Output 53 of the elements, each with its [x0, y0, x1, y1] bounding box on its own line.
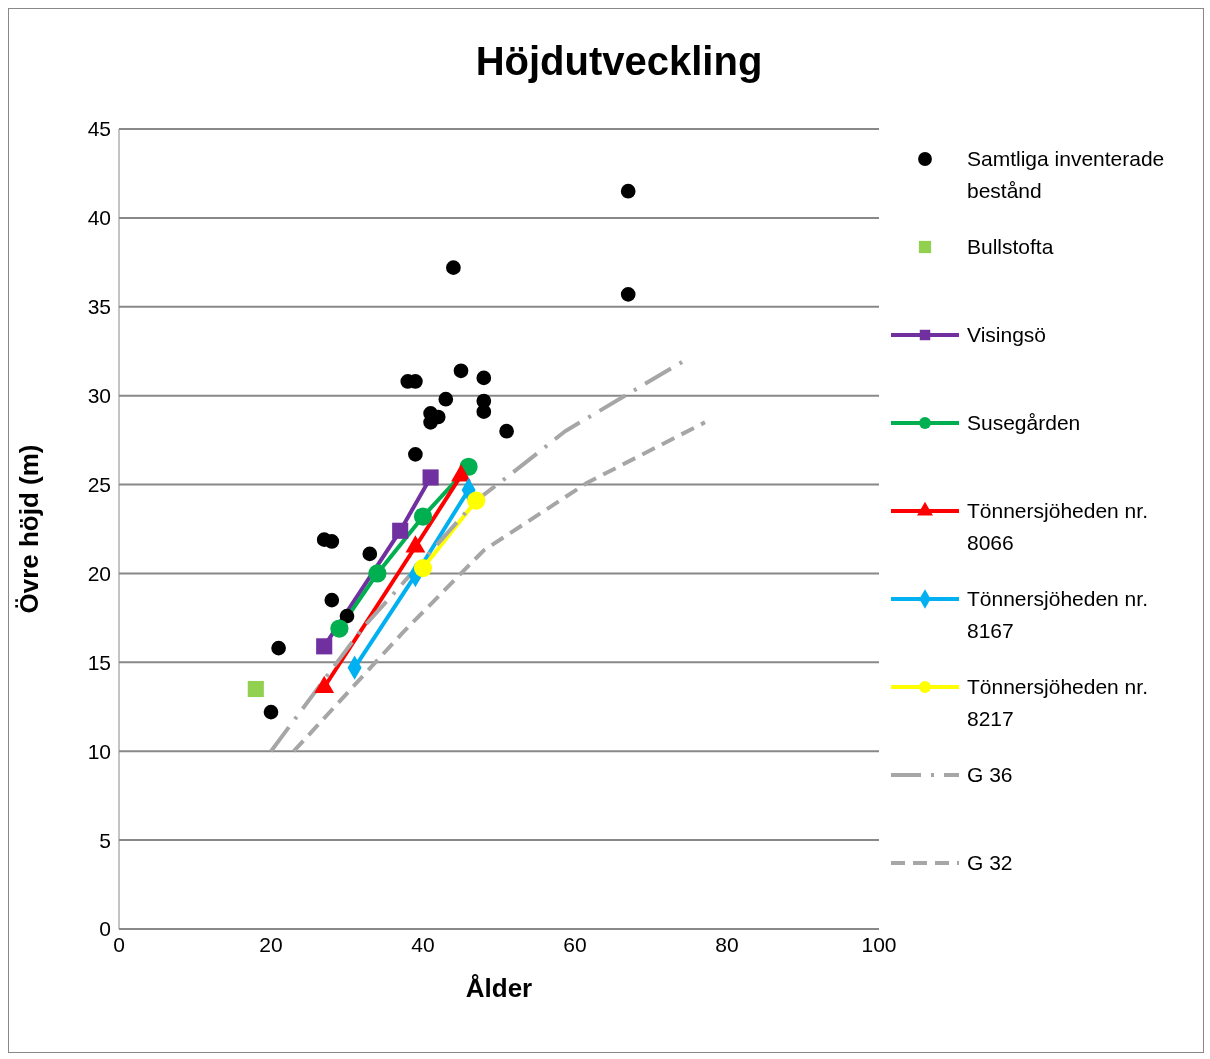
y-tick-label: 0 [99, 917, 111, 941]
point [392, 522, 409, 539]
x-tick-label: 40 [411, 932, 435, 956]
point [330, 619, 349, 638]
y-tick-label: 45 [87, 117, 111, 141]
point [499, 423, 514, 439]
point [247, 680, 264, 698]
y-tick-label: 15 [87, 650, 111, 674]
y-tick-label: 35 [87, 295, 111, 319]
point [446, 260, 461, 276]
legend-label: Tönnersjöheden nr. 8217 [967, 674, 1149, 732]
legend-label: Tönnersjöheden nr. 8066 [967, 498, 1149, 556]
legend-label: G 32 [967, 850, 1014, 876]
point [413, 559, 433, 578]
legend-label: Tönnersjöheden nr. 8167 [967, 586, 1149, 644]
y-axis-title: Övre höjd (m) [14, 444, 45, 614]
point [476, 370, 492, 386]
x-tick-label: 80 [715, 932, 739, 956]
point [467, 491, 486, 510]
point [476, 404, 492, 420]
x-tick-label: 60 [563, 932, 587, 956]
point [324, 534, 340, 549]
y-tick-label: 20 [87, 561, 111, 585]
y-tick-label: 40 [87, 206, 111, 230]
point [316, 638, 333, 655]
point [339, 608, 355, 624]
point [263, 704, 279, 720]
y-tick-label: 30 [87, 384, 111, 408]
point [422, 469, 439, 486]
legend-label: Visingsö [967, 322, 1047, 348]
point [620, 183, 636, 199]
line-series [291, 420, 707, 754]
point [368, 564, 387, 583]
x-tick-label: 100 [861, 932, 897, 956]
legend-label: Samtliga inventerade bestånd [967, 146, 1166, 204]
x-tick-label: 20 [259, 932, 283, 956]
legend-label: G 36 [967, 762, 1014, 788]
y-tick-label: 5 [99, 828, 111, 852]
y-tick-label: 25 [87, 473, 111, 497]
legend-label: Susegården [967, 410, 1082, 436]
point [620, 286, 636, 302]
y-tick-label: 10 [87, 739, 111, 763]
point [413, 507, 433, 526]
point [362, 546, 378, 562]
line-series [269, 359, 685, 754]
chart-title: Höjdutveckling [474, 39, 764, 84]
point [271, 640, 286, 656]
point [438, 391, 454, 407]
point [408, 446, 423, 462]
x-axis-title: Ålder [465, 973, 533, 1003]
legend-label: Bullstofta [967, 234, 1055, 260]
point [453, 363, 469, 379]
point [324, 592, 340, 608]
